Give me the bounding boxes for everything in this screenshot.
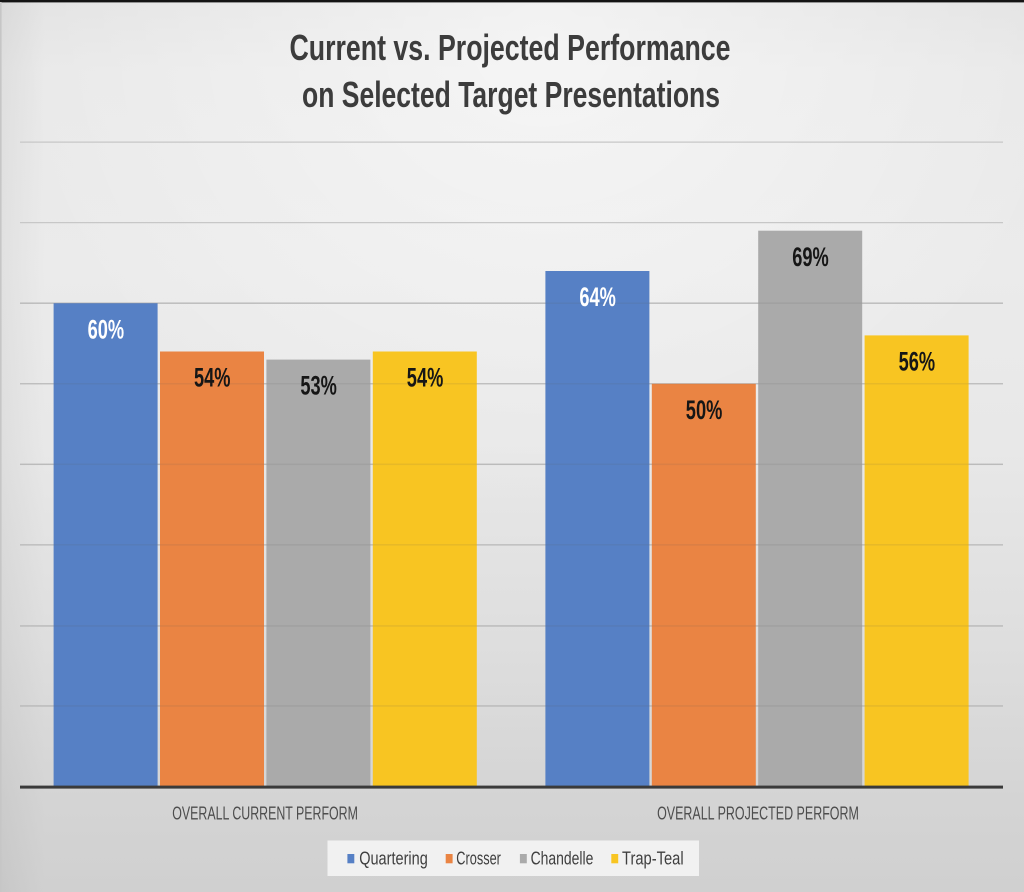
- svg-text:54%: 54%: [407, 363, 444, 393]
- svg-text:OVERALL PROJECTED PERFORM: OVERALL PROJECTED PERFORM: [657, 804, 859, 824]
- svg-text:OVERALL CURRENT PERFORM: OVERALL CURRENT PERFORM: [172, 804, 358, 824]
- svg-text:Crosser: Crosser: [456, 848, 501, 869]
- svg-text:Trap-Teal: Trap-Teal: [622, 848, 684, 869]
- svg-text:Quartering: Quartering: [359, 848, 428, 869]
- svg-text:54%: 54%: [194, 363, 231, 393]
- svg-text:64%: 64%: [579, 282, 616, 312]
- svg-text:on Selected Target Presentatio: on Selected Target Presentations: [302, 74, 720, 115]
- svg-text:50%: 50%: [686, 395, 723, 425]
- svg-text:53%: 53%: [300, 371, 337, 401]
- svg-text:Chandelle: Chandelle: [531, 848, 594, 869]
- svg-text:56%: 56%: [899, 347, 936, 377]
- svg-text:Current vs. Projected Performa: Current vs. Projected Performance: [290, 27, 731, 68]
- svg-text:69%: 69%: [792, 242, 829, 272]
- svg-text:60%: 60%: [88, 314, 125, 344]
